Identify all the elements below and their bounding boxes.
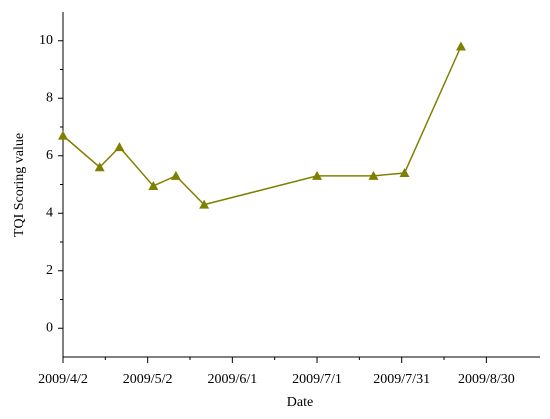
data-point	[94, 162, 105, 172]
x-tick-label: 2009/4/2	[38, 372, 88, 387]
data-point	[312, 170, 323, 180]
data-point	[148, 180, 159, 190]
data-point	[170, 170, 181, 180]
data-point	[58, 130, 68, 140]
y-axis-label: TQI Scoring value	[12, 133, 27, 237]
y-tick-label: 10	[39, 33, 53, 48]
x-tick-label: 2009/7/31	[373, 372, 430, 387]
y-tick-label: 2	[46, 263, 53, 278]
series-line	[62, 46, 462, 206]
x-axis-label: Date	[287, 395, 313, 410]
data-point	[368, 170, 379, 180]
x-tick-label: 2009/6/1	[207, 372, 257, 387]
data-point	[455, 41, 466, 51]
data-point	[399, 168, 410, 177]
data-point	[114, 142, 125, 152]
y-tick-label: 6	[46, 148, 53, 163]
y-tick-label: 8	[46, 90, 53, 105]
x-tick-label: 2009/5/2	[123, 372, 173, 387]
data-point	[199, 199, 210, 209]
y-tick-label: 0	[46, 320, 53, 335]
x-tick-label: 2009/8/30	[458, 372, 515, 387]
y-tick-label: 4	[46, 205, 53, 220]
x-tick-label: 2009/7/1	[292, 372, 342, 387]
